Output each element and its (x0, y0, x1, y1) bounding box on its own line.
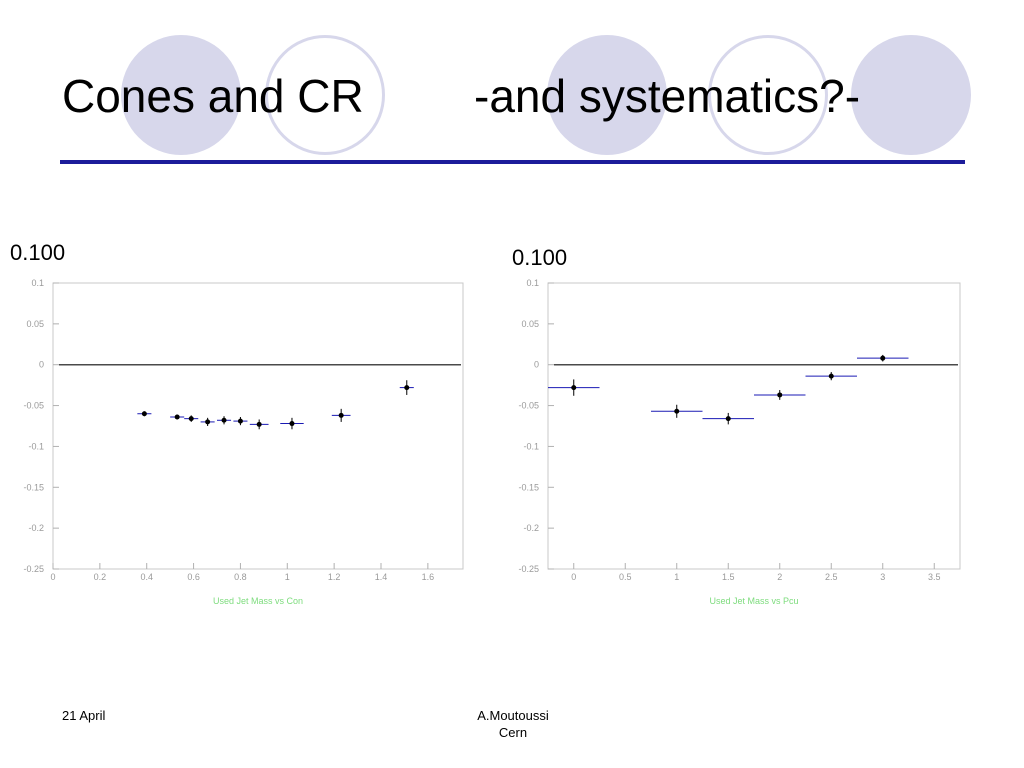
x-tick-label: 0.4 (140, 572, 153, 582)
slide-title-suffix: -and systematics?- (474, 70, 861, 122)
data-point (674, 408, 680, 414)
data-point (205, 419, 211, 425)
x-tick-label: 1.6 (422, 572, 435, 582)
x-tick-label: 3 (880, 572, 885, 582)
data-point (880, 355, 886, 361)
y-tick-label: -0.2 (28, 523, 44, 533)
footer-author-name: A.Moutoussi (477, 708, 549, 723)
y-tick-label: -0.15 (23, 482, 44, 492)
right-panel-caption: 0.100 (512, 245, 568, 270)
y-tick-label: 0.05 (521, 319, 539, 329)
plot-frame (547, 282, 961, 570)
slide-title: Cones and CR (62, 70, 364, 122)
x-tick-label: 1 (285, 572, 290, 582)
data-point (237, 418, 243, 424)
title-underline (60, 160, 965, 164)
y-tick-label: -0.05 (518, 401, 539, 411)
y-tick-label: -0.05 (23, 401, 44, 411)
left-chart: 0.1 0.05 0 -0.05 -0.1 -0.15 -0.2 -0.25 0 0.2 0.4 0.… (23, 278, 464, 606)
x-tick-label: 1.4 (375, 572, 388, 582)
footer-author: A.Moutoussi Cern (474, 707, 552, 741)
footer-author-affiliation: Cern (498, 725, 528, 740)
decor-circle (708, 35, 828, 155)
decor-circle (265, 35, 385, 155)
y-tick-label: 0.1 (31, 278, 44, 288)
x-tick-label: 0.2 (94, 572, 107, 582)
x-axis-title: Used Jet Mass vs Pcu (709, 596, 798, 606)
data-point (725, 416, 731, 422)
x-tick-label: 1.5 (722, 572, 735, 582)
x-tick-label: 1 (674, 572, 679, 582)
x-tick-label: 0 (571, 572, 576, 582)
data-point (188, 416, 194, 422)
data-point (777, 392, 783, 398)
y-tick-label: 0.1 (526, 278, 539, 288)
data-point (256, 421, 262, 427)
y-tick-label: -0.1 (523, 441, 539, 451)
y-tick-label: -0.25 (518, 564, 539, 574)
decor-circle (547, 35, 667, 155)
left-panel-caption: 0.100 (10, 240, 66, 265)
y-tick-label: -0.15 (518, 482, 539, 492)
decor-circle (121, 35, 241, 155)
y-tick-label: 0 (534, 360, 539, 370)
right-chart: 0.1 0.05 0 -0.05 -0.1 -0.15 -0.2 -0.25 0 0.5 1 1.5 2… (518, 278, 961, 606)
y-tick-label: -0.2 (523, 523, 539, 533)
y-tick-label: 0 (39, 360, 44, 370)
x-tick-label: 0.6 (187, 572, 200, 582)
x-tick-label: 3.5 (928, 572, 941, 582)
footer-date: 21 April (62, 708, 106, 723)
y-tick-label: -0.25 (23, 564, 44, 574)
data-point (338, 412, 344, 418)
data-point (221, 417, 227, 423)
data-point (141, 411, 147, 417)
data-point (571, 385, 577, 391)
x-axis-title: Used Jet Mass vs Con (213, 596, 303, 606)
x-tick-label: 0 (50, 572, 55, 582)
y-tick-label: -0.1 (28, 441, 44, 451)
x-tick-label: 2 (777, 572, 782, 582)
data-point (404, 385, 410, 391)
y-tick-label: 0.05 (26, 319, 44, 329)
decor-circle (851, 35, 971, 155)
plot-frame (52, 282, 464, 570)
data-point (174, 414, 180, 420)
data-point (289, 421, 295, 427)
x-tick-label: 0.8 (234, 572, 247, 582)
x-tick-label: 1.2 (328, 572, 341, 582)
x-tick-label: 2.5 (825, 572, 838, 582)
data-point (828, 373, 834, 379)
x-tick-label: 0.5 (619, 572, 632, 582)
